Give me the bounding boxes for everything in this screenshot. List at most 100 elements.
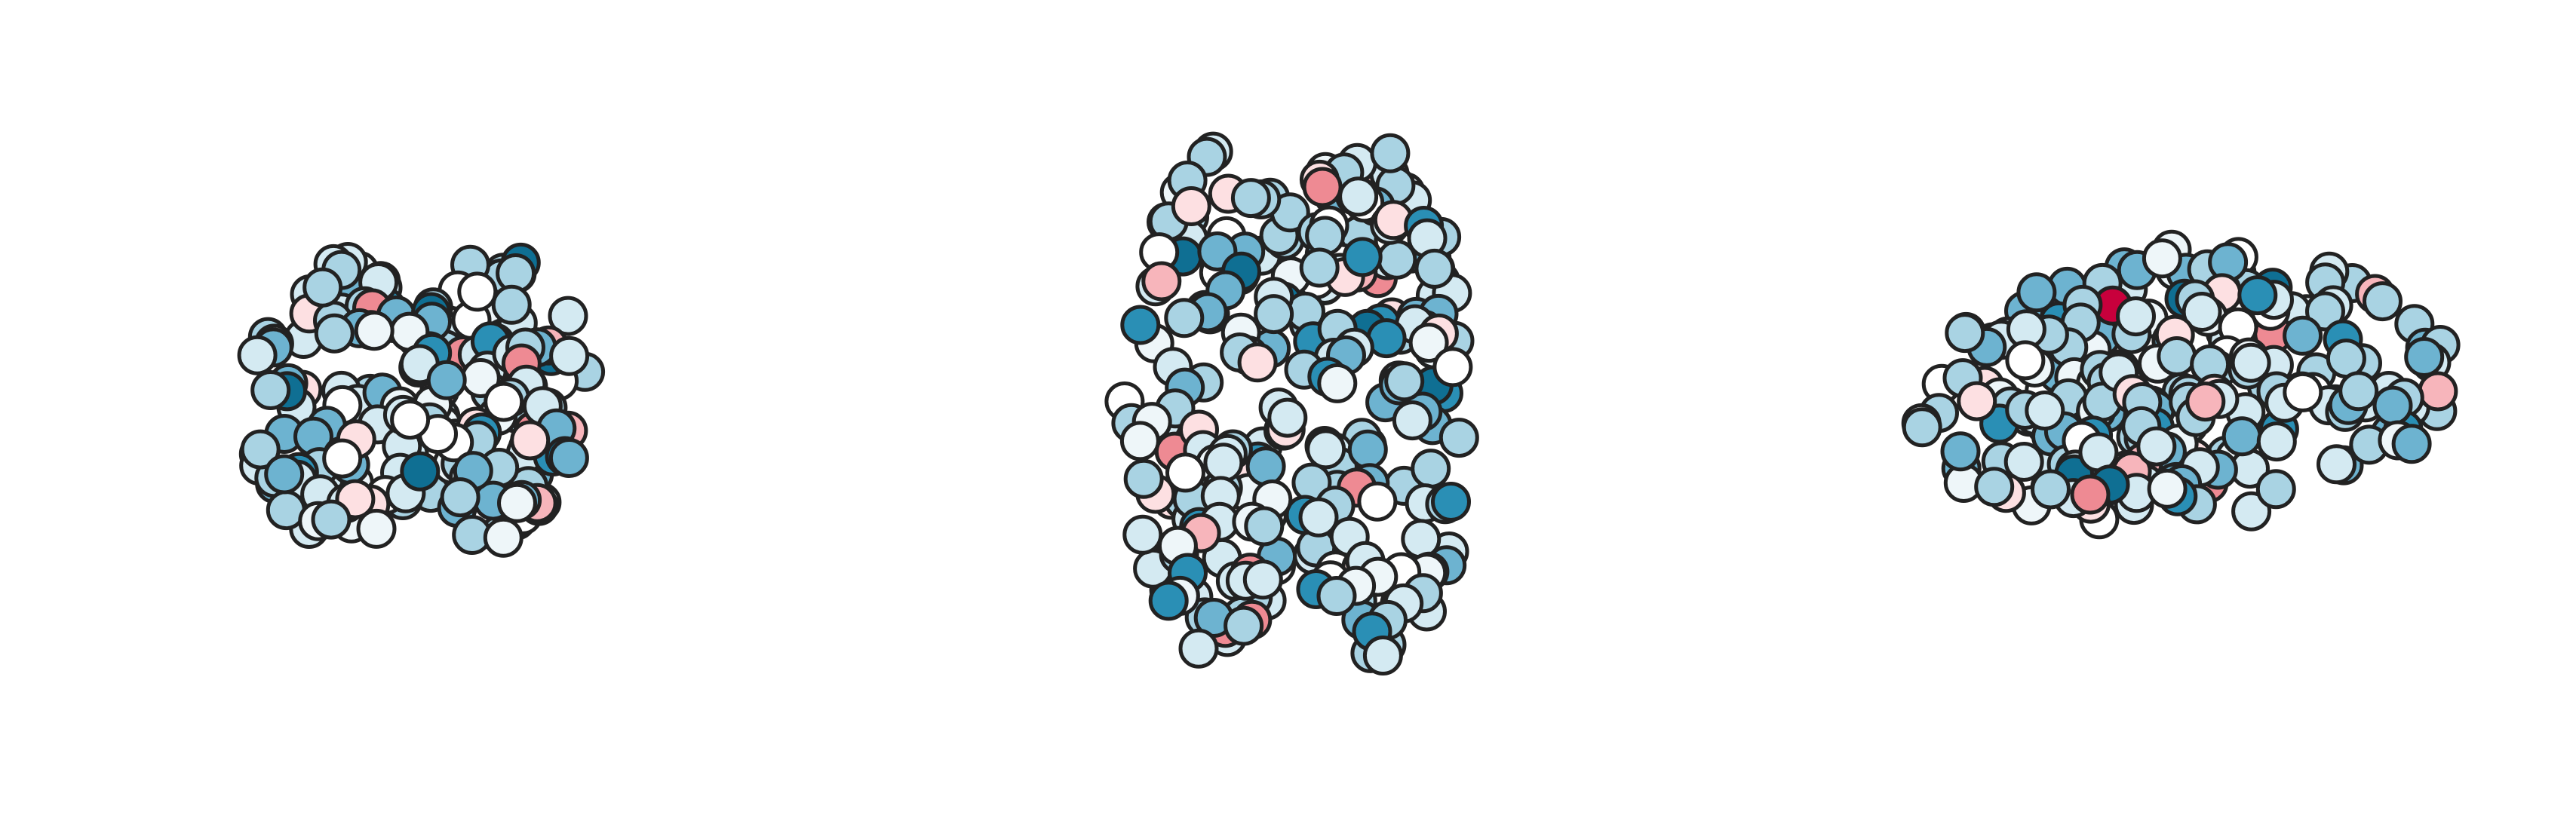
node [548, 438, 589, 478]
node [1431, 482, 1471, 522]
node [484, 381, 524, 422]
node [457, 271, 498, 312]
node [1357, 481, 1398, 522]
node [1244, 506, 1285, 547]
node [2363, 281, 2403, 322]
node [1414, 248, 1455, 289]
node [314, 313, 355, 354]
node [1342, 237, 1383, 277]
node [1401, 519, 1442, 559]
node [510, 420, 551, 461]
node [2185, 381, 2226, 422]
node [2283, 315, 2323, 356]
axial-view [1104, 131, 1479, 675]
node [1411, 449, 1451, 489]
coronal-view [237, 242, 606, 558]
node [1178, 628, 1219, 669]
node [2147, 468, 2188, 509]
node [354, 311, 395, 351]
node [250, 370, 291, 410]
node [2317, 444, 2356, 485]
node [1122, 514, 1163, 555]
node [322, 438, 363, 479]
node [1237, 342, 1278, 383]
node [2016, 272, 2057, 313]
node [1347, 429, 1388, 470]
node [1245, 446, 1286, 487]
node [1165, 452, 1205, 493]
node [2136, 426, 2177, 467]
node [1242, 559, 1283, 600]
node [264, 454, 305, 495]
node [1298, 497, 1339, 538]
node [2221, 416, 2262, 457]
node [1362, 636, 1403, 675]
node [2025, 391, 2065, 430]
node [1302, 167, 1343, 207]
node [240, 429, 281, 470]
node [2031, 469, 2071, 510]
node [237, 335, 278, 375]
node [1317, 363, 1358, 403]
node [1957, 381, 1997, 421]
node [1299, 247, 1340, 288]
node [2231, 491, 2272, 532]
node [1945, 313, 1985, 354]
node [1230, 178, 1271, 219]
node [2418, 371, 2458, 412]
node [549, 335, 590, 376]
node [2256, 421, 2297, 462]
node [2157, 336, 2197, 376]
node [2070, 474, 2111, 515]
node [1974, 467, 2015, 507]
node [1120, 305, 1161, 345]
node [548, 296, 588, 336]
node [483, 517, 523, 558]
node [1164, 298, 1205, 339]
node [2255, 469, 2296, 510]
node [1392, 400, 1432, 441]
node [1408, 323, 1449, 363]
node [1306, 429, 1346, 470]
node [1370, 133, 1411, 173]
node [1203, 443, 1244, 483]
node [2005, 340, 2046, 381]
node [390, 400, 431, 440]
node [2003, 442, 2044, 482]
node [2181, 292, 2222, 332]
node [1432, 347, 1473, 388]
node [356, 508, 397, 549]
node [302, 267, 343, 308]
node [2391, 424, 2432, 464]
node [2116, 296, 2156, 337]
node [2237, 275, 2278, 316]
node [1148, 581, 1189, 621]
node [1141, 261, 1182, 302]
node [2305, 291, 2345, 332]
node [426, 360, 467, 400]
node [2142, 238, 2182, 279]
node [2231, 342, 2271, 383]
node [1119, 421, 1160, 461]
node [1171, 186, 1211, 226]
node [2372, 385, 2413, 426]
node [440, 477, 481, 518]
node [1902, 407, 1942, 448]
node [1338, 176, 1379, 217]
node [1267, 397, 1308, 438]
node [400, 451, 441, 492]
node [1384, 361, 1425, 402]
node [1438, 418, 1479, 458]
node [1316, 576, 1357, 616]
node [1940, 431, 1981, 472]
node [497, 482, 537, 523]
node [311, 499, 352, 540]
node [491, 284, 532, 325]
node [2404, 337, 2445, 377]
node [1254, 294, 1294, 335]
node [2283, 372, 2323, 412]
node [1123, 458, 1164, 499]
node [2338, 371, 2379, 412]
sagittal-view [1901, 229, 2461, 540]
